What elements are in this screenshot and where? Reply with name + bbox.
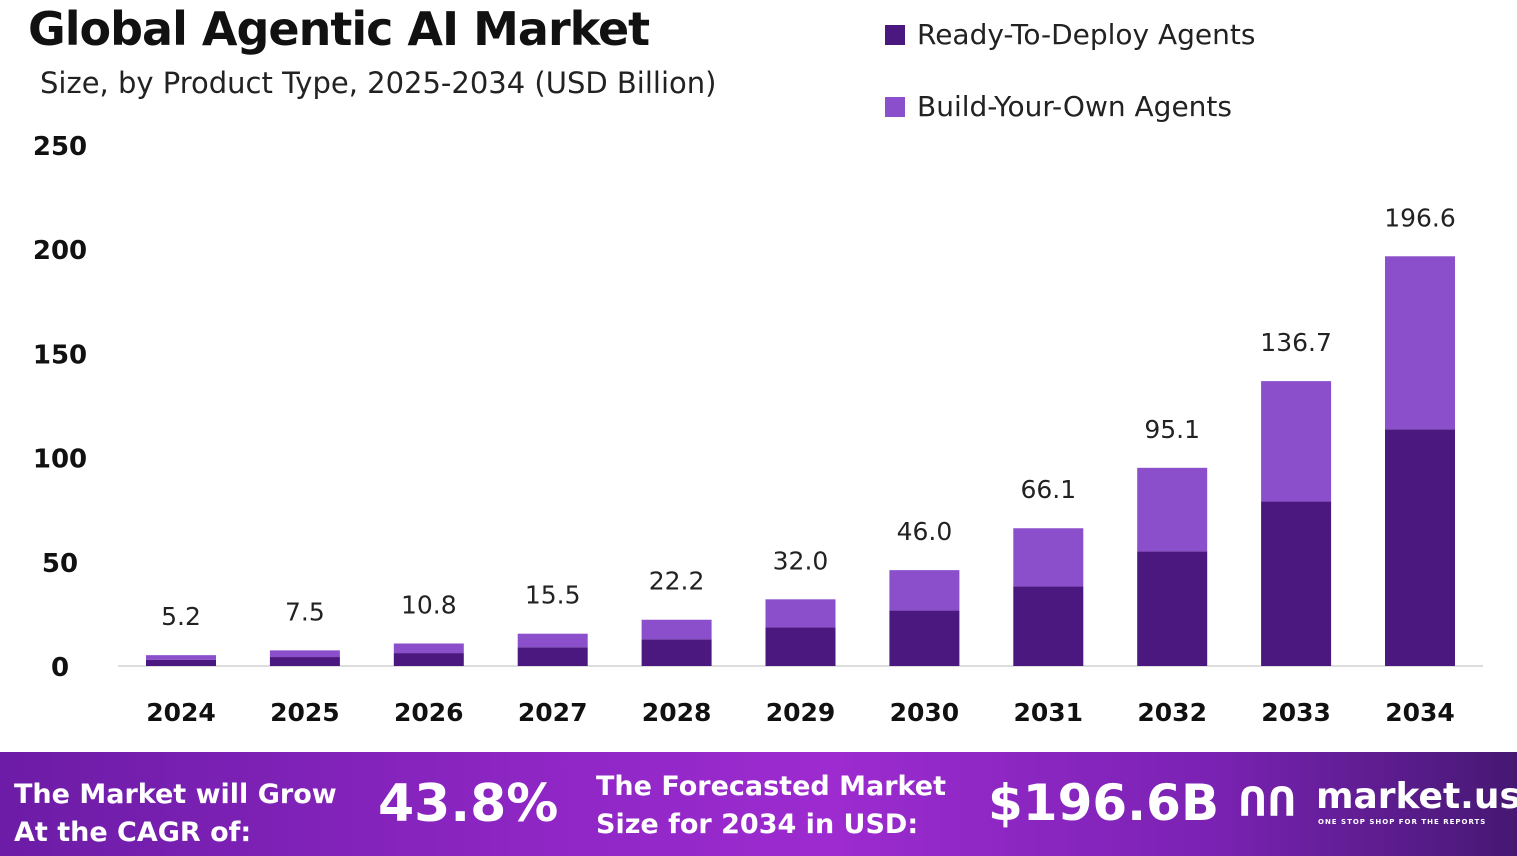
data-label: 7.5: [285, 597, 325, 626]
forecast-label-line2: Size for 2034 in USD:: [596, 809, 919, 840]
bar-segment-build: [269, 650, 340, 658]
x-tick-label: 2031: [1014, 698, 1084, 727]
data-label: 22.2: [649, 567, 705, 596]
data-label: 5.2: [161, 602, 201, 631]
bar-segment-ready: [1137, 551, 1208, 666]
cagr-value: 43.8%: [378, 774, 559, 834]
data-label: 95.1: [1144, 415, 1200, 444]
bar-segment-ready: [765, 627, 836, 666]
bar-segment-ready: [641, 639, 712, 666]
bar-segment-build: [1385, 256, 1455, 430]
y-tick-label: 250: [33, 132, 87, 162]
bar-segment-build: [517, 633, 588, 648]
bar-segment-ready: [517, 647, 588, 666]
forecast-label: The Forecasted Market Size for 2034 in U…: [596, 768, 946, 844]
data-label: 136.7: [1260, 328, 1332, 357]
bar-segment-build: [1013, 528, 1084, 587]
brand-tagline: ONE STOP SHOP FOR THE REPORTS: [1318, 818, 1487, 826]
bar-segment-build: [641, 619, 712, 640]
footer-banner: The Market will Grow At the CAGR of: 43.…: [0, 752, 1517, 856]
y-tick-label: 200: [33, 236, 87, 266]
bar-segment-ready: [393, 653, 464, 666]
forecast-value: $196.6B: [988, 774, 1220, 832]
legend-item-build: Build-Your-Own Agents: [885, 90, 1232, 123]
x-tick-label: 2024: [146, 698, 216, 727]
legend-label-ready: Ready-To-Deploy Agents: [917, 18, 1256, 51]
bar-chart: 0 50 100 150 200 250 5.2 2024 7.5 2025 10.8 2026 15.…: [33, 132, 1483, 727]
bar-segment-build: [1261, 381, 1332, 502]
data-label: 10.8: [401, 590, 457, 619]
cagr-label-line1: The Market will Grow: [14, 779, 337, 810]
forecast-label-line1: The Forecasted Market: [596, 771, 946, 802]
legend-swatch-ready: [885, 24, 905, 45]
x-tick-label: 2027: [518, 698, 588, 727]
bar-segment-ready: [1261, 501, 1332, 666]
cagr-label-line2: At the CAGR of:: [14, 817, 252, 848]
bar-segment-build: [765, 599, 836, 628]
x-tick-label: 2028: [642, 698, 712, 727]
data-label: 46.0: [897, 517, 953, 546]
chart-title: Global Agentic AI Market: [28, 2, 650, 56]
cagr-label: The Market will Grow At the CAGR of:: [14, 776, 337, 852]
bar-segment-ready: [889, 610, 960, 666]
data-label: 66.1: [1020, 475, 1076, 504]
bar-segment-build: [146, 655, 216, 660]
bar-segment-ready: [1013, 586, 1084, 666]
x-tick-label: 2032: [1137, 698, 1207, 727]
bar-segment-build: [889, 570, 960, 611]
data-label: 15.5: [525, 581, 581, 610]
bar-segment-ready: [1385, 429, 1455, 666]
brand-name: market.us: [1316, 776, 1517, 817]
x-tick-label: 2034: [1385, 698, 1455, 727]
bar-segment-ready: [146, 659, 216, 666]
data-label: 196.6: [1384, 203, 1456, 232]
y-tick-label: 0: [51, 653, 69, 683]
legend-swatch-build: [885, 96, 905, 117]
market-us-logo-icon: ՈՈ: [1238, 780, 1297, 826]
x-tick-label: 2029: [766, 698, 836, 727]
bar-segment-ready: [269, 657, 340, 666]
x-tick-label: 2033: [1261, 698, 1331, 727]
legend-label-build: Build-Your-Own Agents: [917, 90, 1232, 123]
x-tick-label: 2030: [890, 698, 960, 727]
legend-item-ready: Ready-To-Deploy Agents: [885, 18, 1255, 51]
bar-segment-build: [1137, 467, 1208, 552]
y-tick-label: 150: [33, 340, 87, 370]
chart-subtitle: Size, by Product Type, 2025-2034 (USD Bi…: [40, 66, 717, 100]
bar-segment-build: [393, 643, 464, 654]
x-tick-label: 2025: [270, 698, 340, 727]
x-tick-label: 2026: [394, 698, 464, 727]
data-label: 32.0: [773, 546, 829, 575]
y-tick-label: 100: [33, 445, 87, 475]
y-tick-label: 50: [42, 549, 78, 579]
